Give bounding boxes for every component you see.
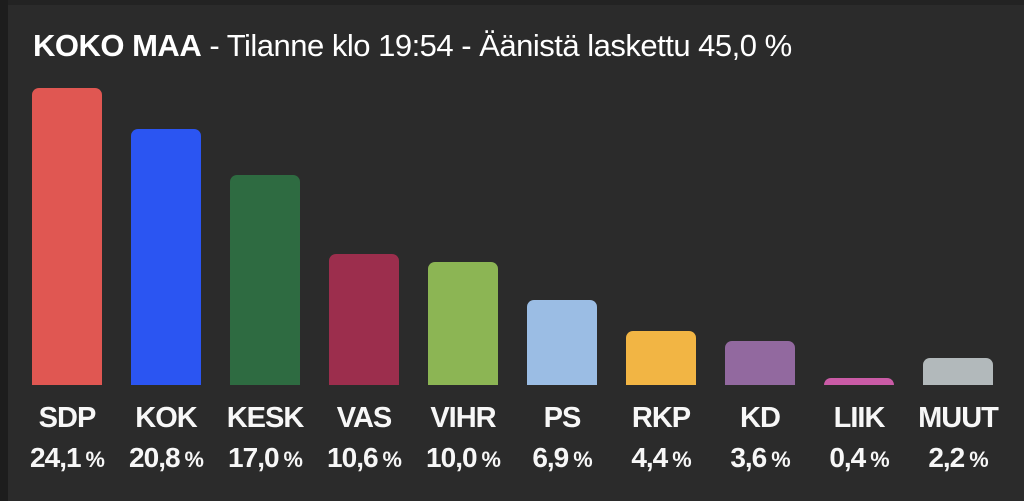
bar-track	[131, 88, 201, 385]
value-label: 2,2%	[928, 442, 988, 474]
top-edge-strip	[0, 0, 1024, 5]
bar-group: LIIK 0,4%	[824, 88, 894, 501]
bar-track	[32, 88, 102, 385]
percent-sign: %	[573, 447, 592, 472]
region-label: KOKO MAA	[33, 28, 202, 63]
bar-group: VIHR 10,0%	[426, 88, 501, 501]
value-number: 17,0	[228, 442, 279, 473]
value-number: 10,0	[426, 442, 477, 473]
value-label: 3,6%	[730, 442, 790, 474]
percent-sign: %	[283, 447, 303, 472]
party-label: VIHR	[430, 402, 496, 434]
value-number: 20,8	[129, 442, 180, 473]
bar-muut	[923, 358, 993, 385]
party-label: KD	[740, 402, 781, 434]
value-label: 17,0%	[228, 442, 303, 474]
value-number: 3,6	[730, 442, 767, 473]
bar-kesk	[230, 175, 300, 385]
bar-track	[824, 88, 894, 385]
bar-group: SDP 24,1%	[30, 88, 105, 501]
party-label: SDP	[38, 402, 97, 434]
party-label: VAS	[336, 402, 392, 434]
bar-group: KD 3,6%	[725, 88, 795, 501]
party-label: KOK	[135, 402, 197, 434]
percent-sign: %	[481, 447, 501, 472]
value-number: 6,9	[532, 442, 569, 473]
bar-track	[230, 88, 300, 385]
bar-group: KESK 17,0%	[227, 88, 304, 501]
value-number: 24,1	[30, 442, 81, 473]
percent-sign: %	[672, 447, 691, 472]
bar-chart: SDP 24,1% KOK 20,8% KESK 17,0% VAS 10,6% VIHR 10,…	[30, 88, 999, 501]
bar-rkp	[626, 331, 696, 385]
value-label: 0,4%	[829, 442, 889, 474]
percent-sign: %	[184, 447, 204, 472]
value-label: 20,8%	[129, 442, 204, 474]
percent-sign: %	[870, 447, 889, 472]
percent-sign: %	[85, 447, 105, 472]
bar-ps	[527, 300, 597, 385]
bar-kok	[131, 129, 201, 385]
value-label: 24,1%	[30, 442, 105, 474]
value-label: 4,4%	[631, 442, 691, 474]
party-label: MUUT	[918, 402, 999, 434]
percent-sign: %	[382, 447, 402, 472]
bar-group: KOK 20,8%	[129, 88, 204, 501]
chart-title: KOKO MAA - Tilanne klo 19:54 - Äänistä l…	[33, 28, 792, 64]
percent-sign: %	[771, 447, 790, 472]
party-label: RKP	[631, 402, 691, 434]
bar-track	[428, 88, 498, 385]
bar-group: RKP 4,4%	[626, 88, 696, 501]
value-label: 6,9%	[532, 442, 592, 474]
bar-kd	[725, 341, 795, 385]
bar-group: PS 6,9%	[527, 88, 597, 501]
bar-vihr	[428, 262, 498, 385]
value-number: 0,4	[829, 442, 866, 473]
value-number: 2,2	[928, 442, 965, 473]
bar-track	[725, 88, 795, 385]
value-label: 10,6%	[327, 442, 402, 474]
party-label: PS	[543, 402, 582, 434]
party-label: LIIK	[833, 402, 886, 434]
bar-vas	[329, 254, 399, 385]
party-label: KESK	[226, 402, 305, 434]
bar-group: VAS 10,6%	[327, 88, 402, 501]
bar-track	[329, 88, 399, 385]
bar-track	[527, 88, 597, 385]
value-number: 4,4	[631, 442, 668, 473]
bar-track	[626, 88, 696, 385]
value-number: 10,6	[327, 442, 378, 473]
percent-sign: %	[969, 447, 988, 472]
left-edge-strip	[0, 0, 8, 501]
status-text: - Tilanne klo 19:54 - Äänistä laskettu 4…	[201, 28, 792, 63]
bar-track	[923, 88, 993, 385]
bar-group: MUUT 2,2%	[918, 88, 999, 501]
bar-sdp	[32, 88, 102, 385]
bar-liik	[824, 378, 894, 385]
value-label: 10,0%	[426, 442, 501, 474]
